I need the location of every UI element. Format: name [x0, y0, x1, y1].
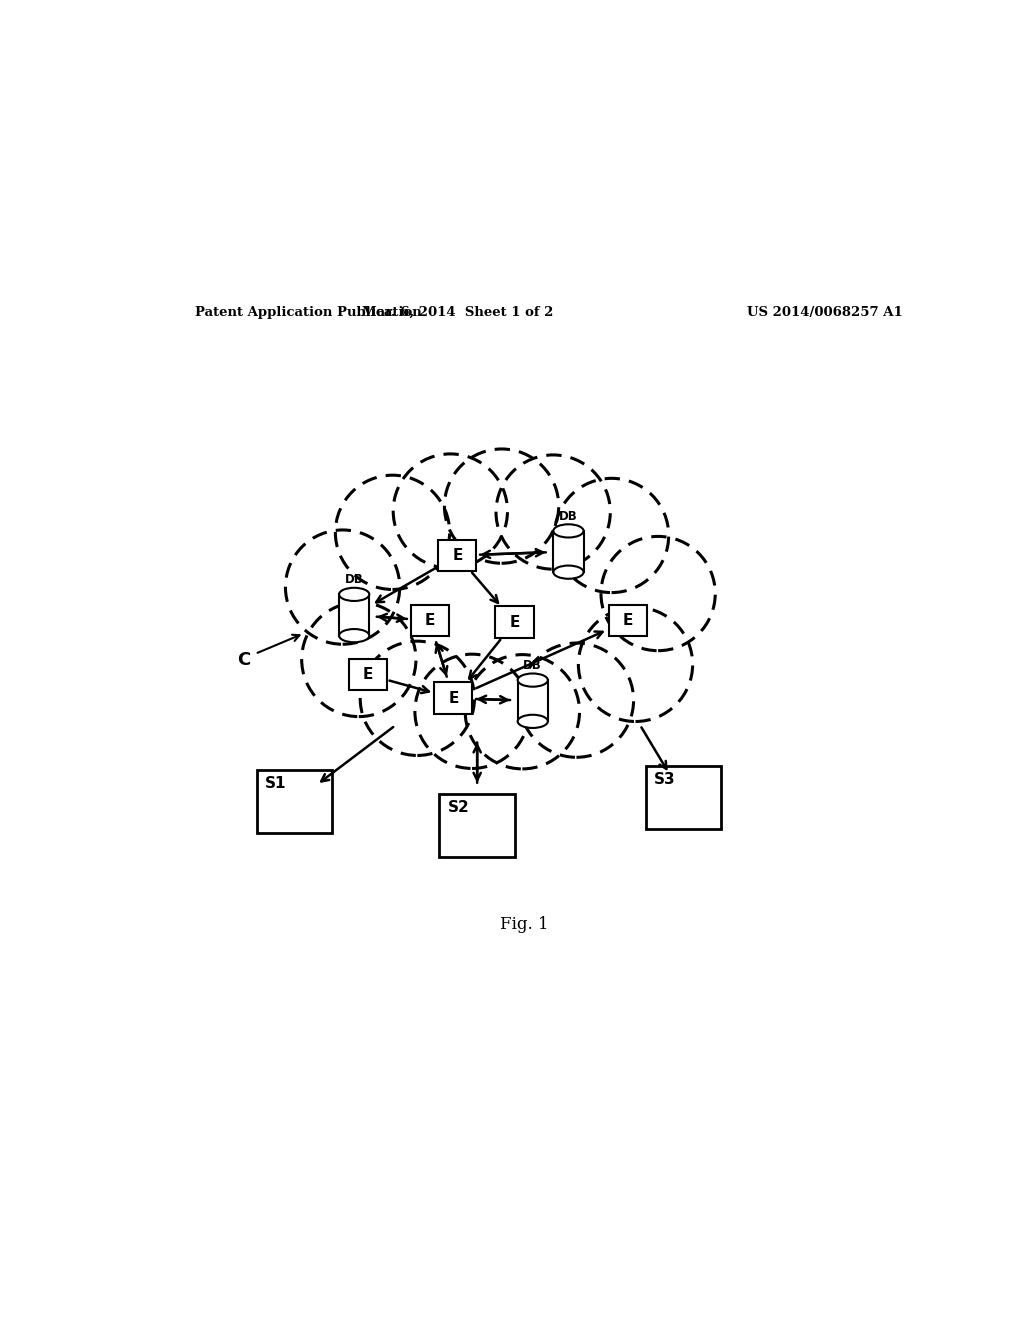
- Text: C: C: [238, 651, 251, 669]
- Text: S3: S3: [653, 772, 676, 787]
- Circle shape: [601, 536, 715, 651]
- Ellipse shape: [518, 714, 548, 727]
- Circle shape: [286, 529, 399, 644]
- Bar: [553, 531, 584, 572]
- Circle shape: [496, 455, 610, 569]
- Text: DB: DB: [523, 659, 542, 672]
- Bar: [496, 606, 534, 638]
- Text: S2: S2: [447, 800, 469, 814]
- Text: Patent Application Publication: Patent Application Publication: [196, 305, 422, 318]
- Text: E: E: [509, 615, 519, 630]
- Circle shape: [579, 607, 692, 722]
- Bar: [348, 659, 387, 690]
- Bar: [339, 594, 370, 636]
- Text: Fig. 1: Fig. 1: [501, 916, 549, 933]
- Circle shape: [444, 449, 559, 564]
- Circle shape: [335, 475, 450, 590]
- Bar: [646, 766, 721, 829]
- Circle shape: [302, 602, 416, 717]
- Ellipse shape: [518, 673, 548, 686]
- Bar: [411, 605, 449, 636]
- Circle shape: [415, 655, 529, 768]
- Circle shape: [465, 655, 580, 768]
- Ellipse shape: [353, 516, 645, 704]
- Text: E: E: [623, 612, 633, 628]
- Bar: [609, 605, 647, 636]
- Circle shape: [360, 642, 474, 755]
- Ellipse shape: [339, 630, 370, 643]
- Text: E: E: [362, 667, 373, 682]
- Text: E: E: [424, 612, 435, 628]
- Bar: [518, 680, 548, 721]
- Bar: [434, 682, 472, 714]
- Ellipse shape: [339, 587, 370, 601]
- Circle shape: [519, 643, 634, 758]
- Bar: [257, 770, 333, 833]
- Text: E: E: [449, 690, 459, 706]
- Text: Mar. 6, 2014  Sheet 1 of 2: Mar. 6, 2014 Sheet 1 of 2: [361, 305, 553, 318]
- Circle shape: [393, 454, 508, 568]
- Text: DB: DB: [559, 510, 578, 523]
- Bar: [439, 793, 515, 857]
- Text: S1: S1: [265, 776, 287, 791]
- Text: E: E: [453, 548, 463, 564]
- Bar: [438, 540, 476, 572]
- Text: US 2014/0068257 A1: US 2014/0068257 A1: [748, 305, 903, 318]
- Text: DB: DB: [345, 573, 364, 586]
- Circle shape: [554, 478, 669, 593]
- Ellipse shape: [553, 565, 584, 578]
- Ellipse shape: [553, 524, 584, 537]
